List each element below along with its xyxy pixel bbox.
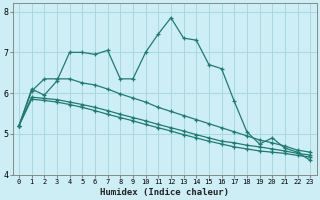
X-axis label: Humidex (Indice chaleur): Humidex (Indice chaleur): [100, 188, 229, 197]
